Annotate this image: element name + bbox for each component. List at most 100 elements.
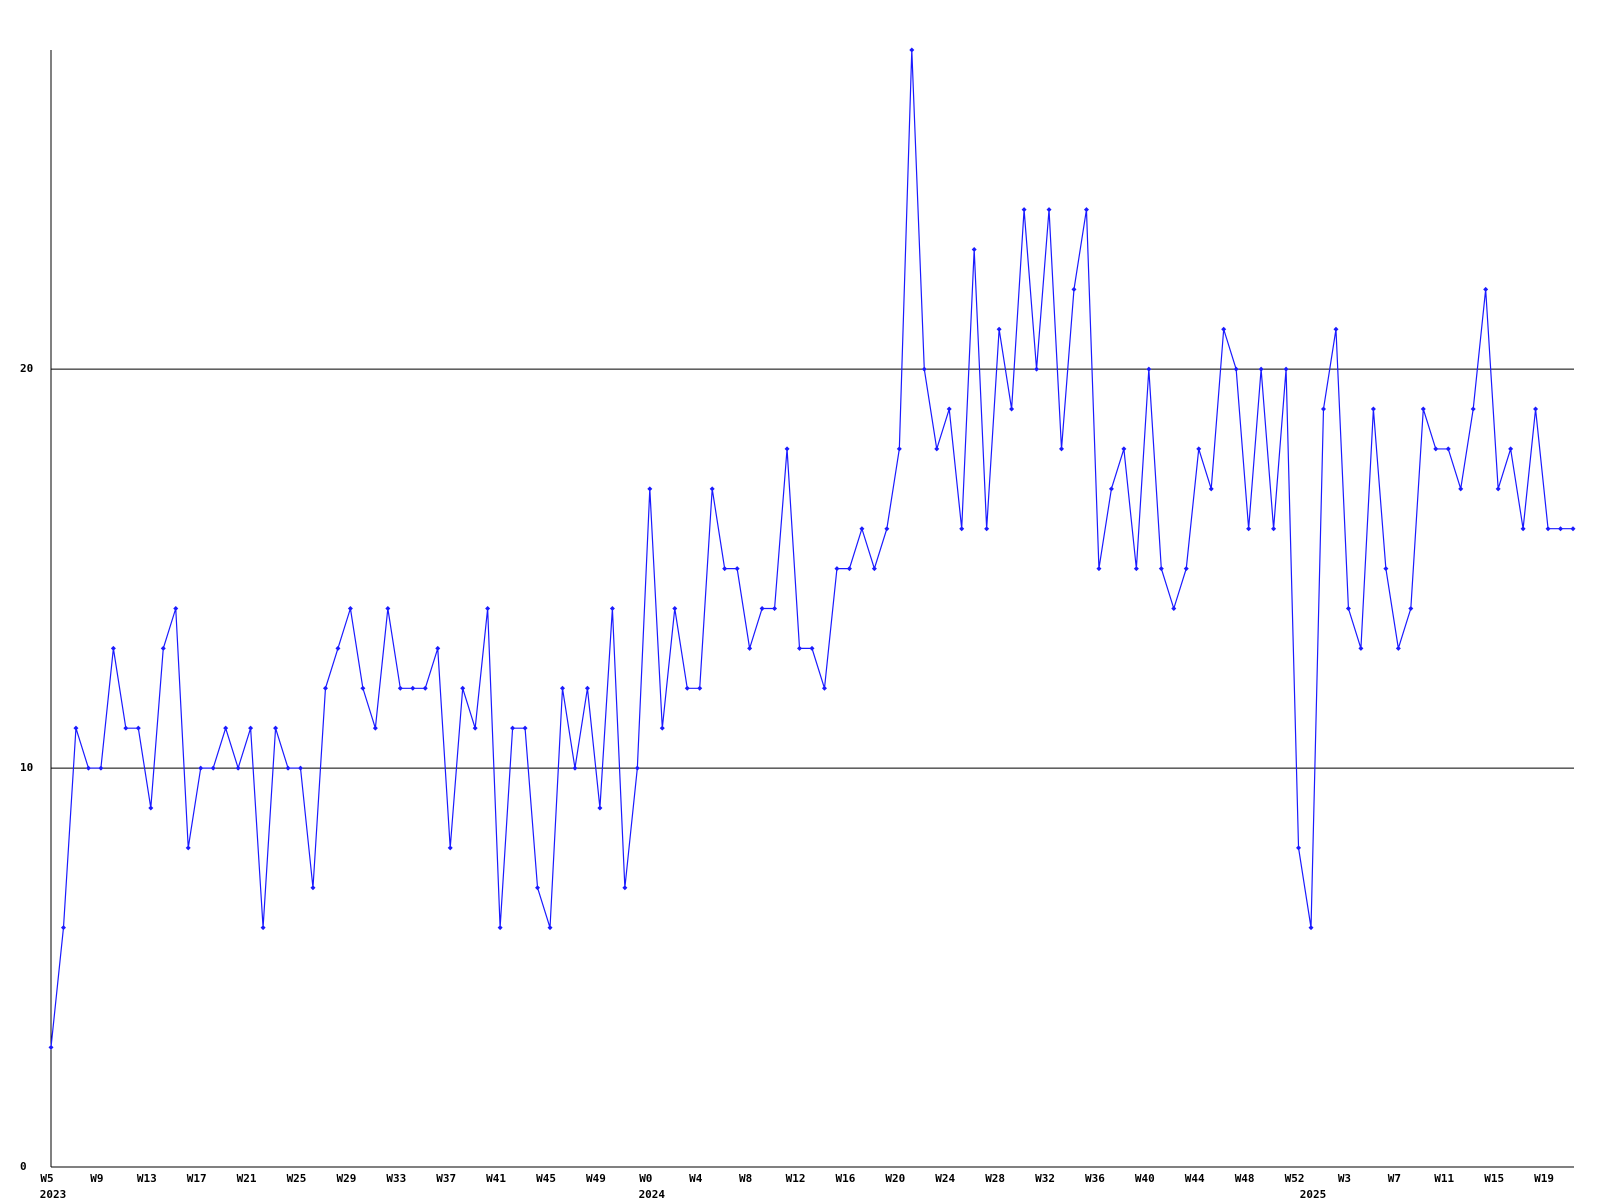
x-tick-label: W44 (1185, 1172, 1205, 1185)
data-point (460, 685, 466, 691)
x-tick-label: W49 (586, 1172, 606, 1185)
data-point (73, 725, 79, 731)
data-point (1458, 486, 1464, 492)
x-tick-label: W29 (336, 1172, 356, 1185)
data-point (1333, 326, 1339, 332)
data-point (809, 645, 815, 651)
x-tick-label: W45 (536, 1172, 556, 1185)
x-tick-label: W8 (739, 1172, 752, 1185)
data-point (60, 925, 66, 931)
data-point (435, 645, 441, 651)
data-point (871, 566, 877, 572)
data-point (1470, 406, 1476, 412)
data-point (634, 765, 640, 771)
x-year-label: 2024 (639, 1188, 666, 1200)
data-point (85, 765, 91, 771)
data-point (1570, 526, 1576, 532)
x-tick-label: W13 (137, 1172, 157, 1185)
x-tick-label: W33 (386, 1172, 406, 1185)
x-tick-label: W3 (1338, 1172, 1351, 1185)
data-point (1433, 446, 1439, 452)
data-point (1283, 366, 1289, 372)
data-point (672, 606, 678, 611)
data-point (597, 805, 603, 811)
data-point (1034, 366, 1040, 372)
data-point (322, 685, 328, 691)
data-point (821, 685, 827, 691)
data-point (909, 47, 915, 53)
data-point (148, 805, 154, 811)
x-tick-label: W21 (237, 1172, 257, 1185)
data-point (510, 725, 516, 731)
data-point (1233, 366, 1239, 372)
data-point (1345, 606, 1351, 611)
data-point (1196, 446, 1202, 452)
data-point (896, 446, 902, 452)
x-year-label: 2025 (1300, 1188, 1327, 1200)
data-point (160, 645, 166, 651)
x-tick-label: W48 (1235, 1172, 1255, 1185)
data-point (1271, 526, 1277, 532)
data-point (1246, 526, 1252, 532)
data-line (50, 49, 1573, 1048)
data-point (347, 606, 353, 611)
data-point (422, 685, 428, 691)
y-tick-label: 10 (20, 761, 33, 774)
data-point (971, 246, 977, 252)
data-point (921, 366, 927, 372)
data-point (397, 685, 403, 691)
data-point (1558, 526, 1564, 532)
data-point (884, 526, 890, 532)
x-tick-label: W40 (1135, 1172, 1155, 1185)
data-point (1133, 566, 1139, 572)
data-point (1171, 606, 1177, 611)
x-tick-label: W5 (40, 1172, 53, 1185)
data-point (572, 765, 578, 771)
data-point (797, 645, 803, 651)
data-point (385, 606, 391, 611)
data-point (747, 645, 753, 651)
data-point (1545, 526, 1551, 532)
data-point (759, 606, 765, 611)
x-tick-label: W24 (935, 1172, 955, 1185)
data-point (1296, 845, 1302, 851)
data-point (273, 725, 279, 731)
data-point (1183, 566, 1189, 572)
data-point (996, 326, 1002, 332)
data-point (497, 925, 503, 931)
data-point (248, 725, 254, 731)
x-tick-label: W17 (187, 1172, 207, 1185)
data-point (784, 446, 790, 452)
data-point (1158, 566, 1164, 572)
x-tick-label: W19 (1534, 1172, 1554, 1185)
data-point (235, 765, 241, 771)
data-point (547, 925, 553, 931)
y-tick-label: 0 (20, 1160, 27, 1173)
data-point (522, 725, 528, 731)
data-point (223, 725, 229, 731)
data-point (335, 645, 341, 651)
data-point (1508, 446, 1514, 452)
data-point (1046, 207, 1052, 213)
data-point (410, 685, 416, 691)
x-tick-label: W0 (639, 1172, 652, 1185)
data-point (1483, 286, 1489, 292)
data-point (1383, 566, 1389, 572)
data-point (934, 446, 940, 452)
data-point (1445, 446, 1451, 452)
data-point (859, 526, 865, 532)
data-point (310, 885, 316, 891)
data-point (298, 765, 304, 771)
data-point (1520, 526, 1526, 532)
x-year-label: 2023 (40, 1188, 67, 1200)
data-point (1059, 446, 1065, 452)
data-point (647, 486, 653, 492)
x-tick-label: W28 (985, 1172, 1005, 1185)
data-point (210, 765, 216, 771)
data-point (709, 486, 715, 492)
data-point (485, 606, 491, 611)
x-tick-label: W4 (689, 1172, 703, 1185)
x-tick-label: W9 (90, 1172, 103, 1185)
data-point (1108, 486, 1114, 492)
data-point (535, 885, 541, 891)
